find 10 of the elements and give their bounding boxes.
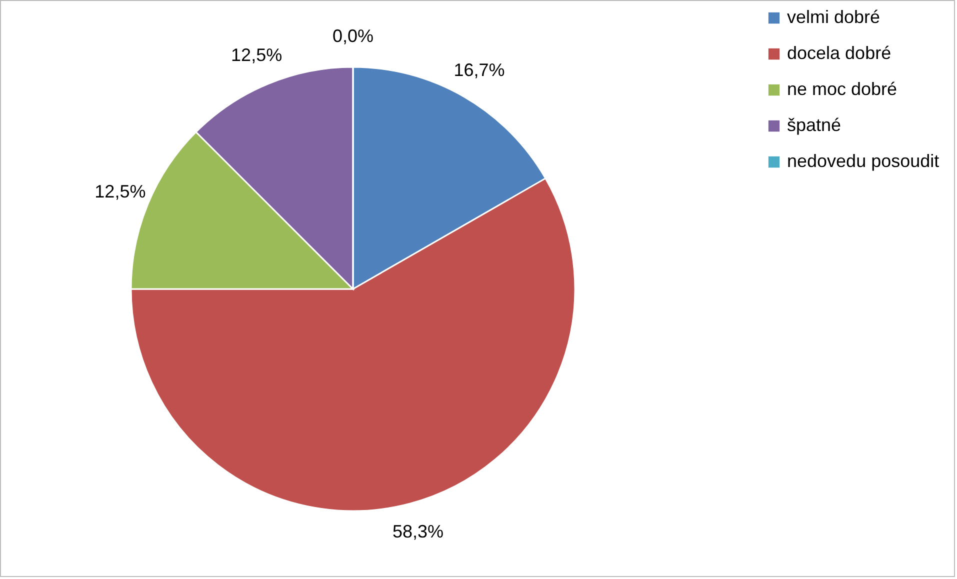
data-label: 58,3%	[392, 521, 444, 542]
legend-label: nedovedu posoudit	[787, 151, 940, 171]
legend-label: docela dobré	[787, 43, 892, 63]
data-label: 12,5%	[231, 45, 282, 66]
data-label: 16,7%	[454, 60, 505, 80]
legend-label: ne moc dobré	[787, 79, 898, 99]
text: 0,0%	[332, 26, 374, 46]
data-label: 12,5%	[94, 182, 146, 202]
legend-label: velmi dobré	[787, 7, 880, 27]
legend-label: špatné	[787, 115, 842, 135]
